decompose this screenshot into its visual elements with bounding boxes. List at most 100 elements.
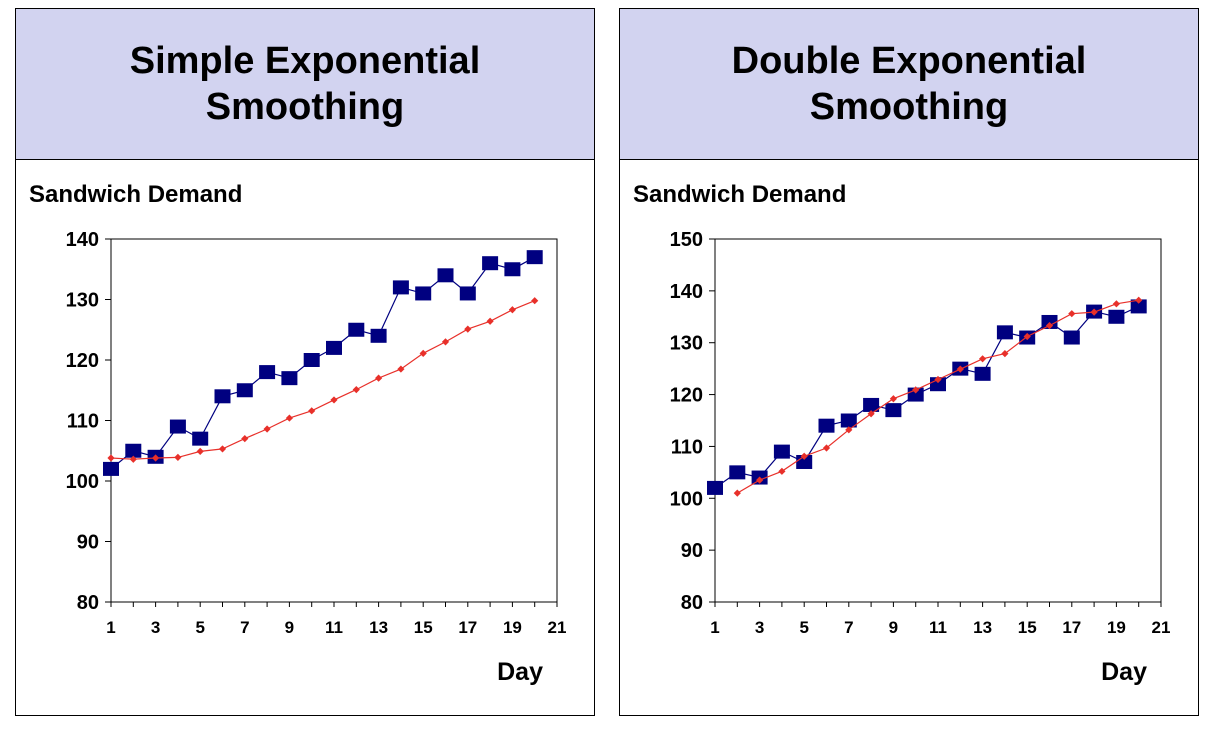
data-point-actual <box>504 262 521 277</box>
data-point-actual <box>348 322 365 337</box>
data-point-forecast <box>397 365 405 373</box>
x-tick-label: 11 <box>325 618 343 637</box>
data-point-forecast <box>263 425 271 433</box>
data-point-forecast <box>375 374 383 382</box>
data-point-forecast <box>912 386 920 394</box>
x-tick-label: 11 <box>929 618 947 637</box>
x-tick-label: 7 <box>240 618 249 637</box>
data-point-actual <box>773 444 790 459</box>
x-tick-label: 21 <box>548 618 567 637</box>
data-point-forecast <box>845 426 853 434</box>
x-tick-label: 21 <box>1152 618 1171 637</box>
data-point-forecast <box>979 355 987 363</box>
data-point-actual <box>885 403 902 418</box>
chart-subtitle: Sandwich Demand <box>633 181 847 208</box>
x-axis-label: Day <box>1101 658 1147 686</box>
data-point-forecast <box>441 338 450 346</box>
data-point-forecast <box>285 414 293 422</box>
y-tick-label: 110 <box>67 411 99 433</box>
panel-double: Double Exponential Smoothing Sandwich De… <box>619 8 1199 716</box>
data-point-actual <box>326 340 342 355</box>
y-tick-label: 110 <box>671 436 703 458</box>
data-point-actual <box>437 268 454 283</box>
data-point-actual <box>281 371 298 386</box>
data-point-forecast <box>308 407 316 415</box>
data-point-forecast <box>352 386 360 394</box>
data-point-forecast <box>152 454 160 462</box>
data-point-actual <box>1108 309 1125 324</box>
data-point-actual <box>169 419 186 434</box>
x-tick-label: 9 <box>285 618 294 637</box>
data-point-actual <box>974 366 991 381</box>
data-point-forecast <box>241 435 249 443</box>
plot-area <box>714 238 1162 603</box>
data-point-actual <box>1130 299 1147 314</box>
data-point-actual <box>415 286 432 301</box>
y-tick-label: 100 <box>670 488 703 510</box>
y-tick-label: 130 <box>670 333 703 355</box>
data-point-forecast <box>531 297 539 305</box>
data-point-forecast <box>1001 350 1009 358</box>
data-point-forecast <box>934 375 942 384</box>
data-point-forecast <box>1135 296 1143 304</box>
data-point-actual <box>192 431 209 446</box>
data-point-forecast <box>822 444 831 452</box>
data-point-actual <box>370 328 387 343</box>
data-point-forecast <box>174 453 182 462</box>
x-tick-label: 19 <box>1107 618 1126 637</box>
x-tick-label: 3 <box>151 618 160 637</box>
data-point-actual <box>526 250 543 265</box>
chart-title-line-2: Smoothing <box>205 86 405 128</box>
data-point-forecast <box>956 365 964 373</box>
data-point-actual <box>930 377 946 392</box>
data-point-forecast <box>330 396 338 404</box>
data-point-actual <box>125 443 142 458</box>
data-point-actual <box>707 480 723 495</box>
x-tick-label: 17 <box>458 618 477 637</box>
data-point-forecast <box>107 454 115 462</box>
data-point-actual <box>482 256 499 271</box>
x-tick-label: 15 <box>1018 618 1037 637</box>
x-tick-label: 13 <box>369 618 388 637</box>
y-tick-label: 130 <box>66 290 99 312</box>
data-point-actual <box>840 413 857 428</box>
x-tick-label: 15 <box>414 618 433 637</box>
data-point-forecast <box>756 476 764 484</box>
data-point-forecast <box>1090 308 1098 316</box>
data-point-forecast <box>1112 300 1120 308</box>
data-point-actual <box>729 465 746 480</box>
data-point-actual <box>259 365 276 380</box>
x-tick-label: 7 <box>844 618 853 637</box>
panel-simple: Simple Exponential Smoothing Sandwich De… <box>15 8 595 716</box>
data-point-actual <box>392 280 409 295</box>
data-point-forecast <box>778 467 786 475</box>
data-point-forecast <box>464 325 472 333</box>
x-tick-label: 1 <box>106 618 115 637</box>
data-point-forecast <box>419 349 427 357</box>
data-point-actual <box>1063 330 1080 345</box>
data-point-forecast <box>889 395 897 403</box>
y-tick-label: 150 <box>670 229 703 251</box>
x-tick-label: 17 <box>1062 618 1081 637</box>
data-point-actual <box>459 286 476 301</box>
series-line-forecast <box>110 300 535 460</box>
data-point-forecast <box>867 410 875 418</box>
x-tick-label: 5 <box>799 618 808 637</box>
y-tick-label: 140 <box>670 281 703 303</box>
data-point-actual <box>236 383 253 398</box>
y-tick-label: 140 <box>66 229 99 251</box>
data-point-actual <box>1041 314 1058 329</box>
y-tick-label: 80 <box>681 592 703 614</box>
y-tick-label: 90 <box>681 540 703 562</box>
x-tick-label: 5 <box>195 618 204 637</box>
chart-subtitle: Sandwich Demand <box>29 181 243 208</box>
panel-header: Simple Exponential Smoothing <box>16 9 594 160</box>
data-point-forecast <box>733 489 741 497</box>
data-point-forecast <box>1068 310 1076 318</box>
chart-title-line-1: Simple Exponential <box>129 40 481 82</box>
x-tick-label: 19 <box>503 618 522 637</box>
data-point-actual <box>214 389 231 404</box>
y-tick-label: 120 <box>670 385 703 407</box>
